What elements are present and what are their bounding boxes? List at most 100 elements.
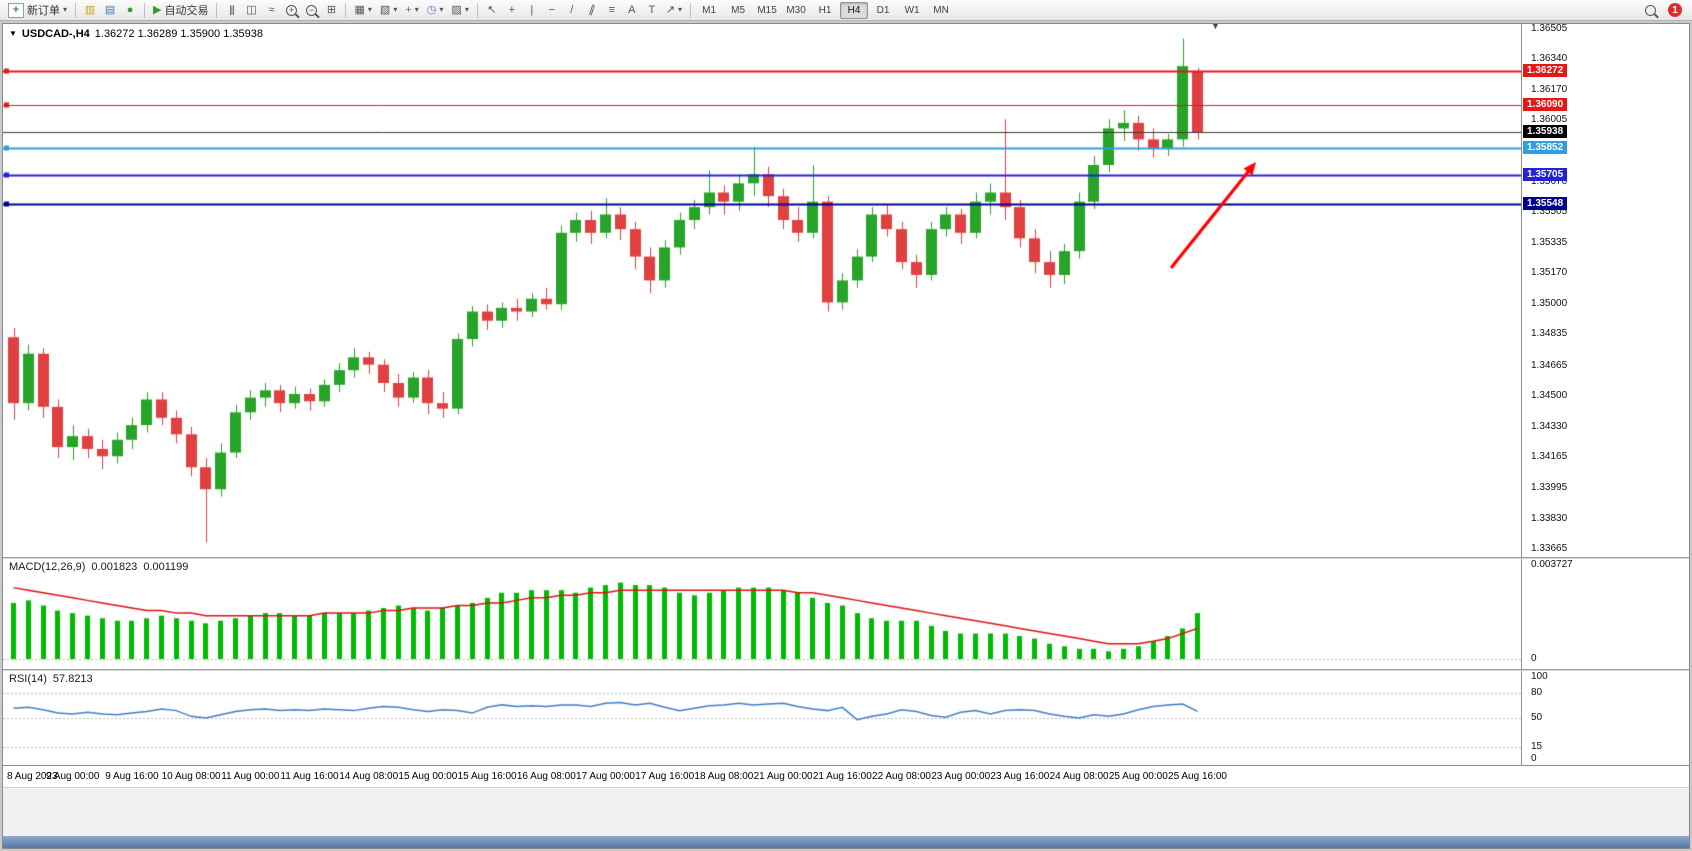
arrow-tool-icon: ↗ xyxy=(665,3,676,16)
toolbar-separator xyxy=(345,2,347,18)
time-axis-label: 22 Aug 08:00 xyxy=(872,771,931,782)
channel-tool-icon[interactable]: ∥ xyxy=(587,2,597,17)
pane-separator[interactable] xyxy=(3,669,1689,671)
price-axis-tick: 1.35170 xyxy=(1531,267,1568,279)
chevron-down-icon: ▾ xyxy=(367,5,372,14)
cursor-icon[interactable]: ↖ xyxy=(487,3,497,16)
window-bottom-filler xyxy=(3,787,1689,836)
timeframe-h1[interactable]: H1 xyxy=(818,4,832,16)
price-axis-tick: 1.34500 xyxy=(1531,389,1568,401)
time-axis-label: 25 Aug 16:00 xyxy=(1168,771,1227,782)
crosshair-icon[interactable]: + xyxy=(508,3,516,16)
price-axis-tick: 1.34330 xyxy=(1531,420,1568,432)
profiles-button[interactable]: ▧ ▾ xyxy=(376,1,401,19)
rsi-axis-tick: 15 xyxy=(1531,740,1543,752)
rsi-axis[interactable]: 100 80 50 15 0 xyxy=(1521,671,1689,765)
chevron-down-icon: ▾ xyxy=(439,5,444,14)
toolbar-separator xyxy=(690,2,692,18)
timeframe-m5[interactable]: M5 xyxy=(731,4,746,16)
periods-button[interactable]: ◷ ▾ xyxy=(423,1,448,19)
rsi-canvas[interactable] xyxy=(3,671,1521,765)
rsi-label-row: RSI(14) 57.8213 xyxy=(9,673,93,685)
chevron-down-icon: ▾ xyxy=(678,5,683,14)
macd-label: MACD(12,26,9) xyxy=(9,561,86,573)
new-chart-icon: ▦ xyxy=(354,3,365,16)
candlestick-mode-icon[interactable]: ◫ xyxy=(246,3,257,16)
time-axis-label: 15 Aug 00:00 xyxy=(398,771,458,782)
time-axis-label: 23 Aug 00:00 xyxy=(931,771,991,782)
timeframe-h4[interactable]: H4 xyxy=(840,1,869,19)
text-tool-icon[interactable]: A xyxy=(628,3,636,16)
time-axis-label: 14 Aug 08:00 xyxy=(339,771,399,782)
line-chart-mode-icon[interactable]: ≈ xyxy=(268,3,275,16)
market-watch-icon[interactable]: ▤ xyxy=(104,3,116,16)
new-order-button[interactable]: + 新订单 ▾ xyxy=(4,1,71,19)
time-axis-label: 21 Aug 00:00 xyxy=(753,771,813,782)
search-icon[interactable] xyxy=(1640,1,1660,19)
timeframe-m1[interactable]: M1 xyxy=(702,4,717,16)
timeframe-mn[interactable]: MN xyxy=(933,4,949,16)
window-bottom-strip xyxy=(3,836,1689,848)
time-axis-label: 9 Aug 16:00 xyxy=(105,771,159,782)
text-label-tool-icon[interactable]: T xyxy=(648,3,656,16)
arrows-tool-button[interactable]: ↗ ▾ xyxy=(662,1,686,19)
chart-symbol-label: USDCAD-,H4 xyxy=(21,28,90,40)
timeframe-d1[interactable]: D1 xyxy=(876,4,890,16)
price-axis-tick: 1.35505 xyxy=(1531,205,1568,217)
price-axis-tick: 1.34665 xyxy=(1531,359,1568,371)
toolbar: + 新订单 ▾ ▥ ▤ ● ▶ 自动交易 ||| ◫ ≈ + − ⊞ ▦ ▾ ▧… xyxy=(0,0,1692,21)
price-axis-tick: 1.35000 xyxy=(1531,298,1568,310)
time-axis-label: 25 Aug 00:00 xyxy=(1108,771,1168,782)
tile-windows-icon[interactable]: ⊞ xyxy=(326,3,337,16)
macd-pane: MACD(12,26,9) 0.001823 0.001199 xyxy=(3,559,1521,669)
rsi-axis-tick: 50 xyxy=(1531,712,1543,723)
hline-price-tag: 1.36272 xyxy=(1523,64,1568,78)
one-click-trading-toggle[interactable]: ▼ xyxy=(9,29,17,38)
time-axis-label: 24 Aug 08:00 xyxy=(1049,771,1109,782)
vertical-line-tool-icon[interactable]: | xyxy=(530,3,534,16)
fibonacci-tool-icon[interactable]: ≡ xyxy=(608,3,616,16)
new-order-label: 新订单 xyxy=(27,5,60,17)
pane-separator[interactable] xyxy=(3,557,1689,559)
chevron-down-icon: ▾ xyxy=(63,5,68,14)
timeframe-m15[interactable]: M15 xyxy=(757,4,777,16)
templates-button[interactable]: ▨ ▾ xyxy=(447,1,472,19)
templates-icon: ▨ xyxy=(451,3,462,16)
timeframe-w1[interactable]: W1 xyxy=(904,4,920,16)
macd-axis[interactable]: 0.003727 0 xyxy=(1521,559,1689,669)
time-axis[interactable]: 8 Aug 2023 9 Aug 00:00 9 Aug 16:00 10 Aug 0… xyxy=(3,765,1689,787)
indicators-button[interactable]: + ▾ xyxy=(401,1,422,19)
time-axis-label: 10 Aug 08:00 xyxy=(161,771,221,782)
charts-icon[interactable]: ▥ xyxy=(84,3,96,16)
refresh-icon[interactable]: ● xyxy=(126,3,134,16)
notification-badge[interactable]: 1 xyxy=(1668,3,1682,17)
hline-price-tag: 1.35852 xyxy=(1523,141,1568,155)
toolbar-separator xyxy=(216,2,218,18)
clock-icon: ◷ xyxy=(426,3,437,16)
timeframe-toolbar: M1 M5 M15 M30 H1 H4 D1 W1 MN xyxy=(695,1,955,19)
timeframe-m30[interactable]: M30 xyxy=(786,4,806,16)
chevron-down-icon: ▾ xyxy=(464,5,469,14)
auto-trading-button[interactable]: ▶ 自动交易 xyxy=(149,1,212,19)
price-axis[interactable]: 1.365051.363401.361701.360051.358401.356… xyxy=(1521,23,1689,557)
macd-axis-tick: 0 xyxy=(1531,653,1537,664)
time-axis-label: 11 Aug 00:00 xyxy=(221,771,280,782)
chart-shift-marker[interactable]: ▼ xyxy=(1211,21,1220,31)
rsi-axis-tick: 80 xyxy=(1531,687,1543,699)
bar-chart-mode-icon[interactable]: ||| xyxy=(229,4,235,16)
price-axis-tick: 1.33995 xyxy=(1531,482,1568,494)
toolbar-separator xyxy=(75,2,77,18)
time-axis-label: 16 Aug 08:00 xyxy=(516,771,576,782)
macd-signal-value: 0.001199 xyxy=(143,561,189,573)
zoom-out-icon[interactable]: − xyxy=(301,1,321,19)
chart-window: ▼ USDCAD-,H4 1.36272 1.36289 1.35900 1.3… xyxy=(2,21,1690,849)
rsi-label: RSI(14) xyxy=(9,673,47,685)
macd-canvas[interactable] xyxy=(3,559,1521,669)
trendline-tool-icon[interactable]: / xyxy=(570,3,574,16)
main-chart-canvas[interactable] xyxy=(3,24,1521,557)
chart-ohlc-values: 1.36272 1.36289 1.35900 1.35938 xyxy=(94,28,263,40)
new-chart-button[interactable]: ▦ ▾ xyxy=(350,1,375,19)
zoom-in-icon[interactable]: + xyxy=(281,1,301,19)
time-axis-label: 15 Aug 16:00 xyxy=(457,771,517,782)
horizontal-line-tool-icon[interactable]: − xyxy=(548,3,556,16)
